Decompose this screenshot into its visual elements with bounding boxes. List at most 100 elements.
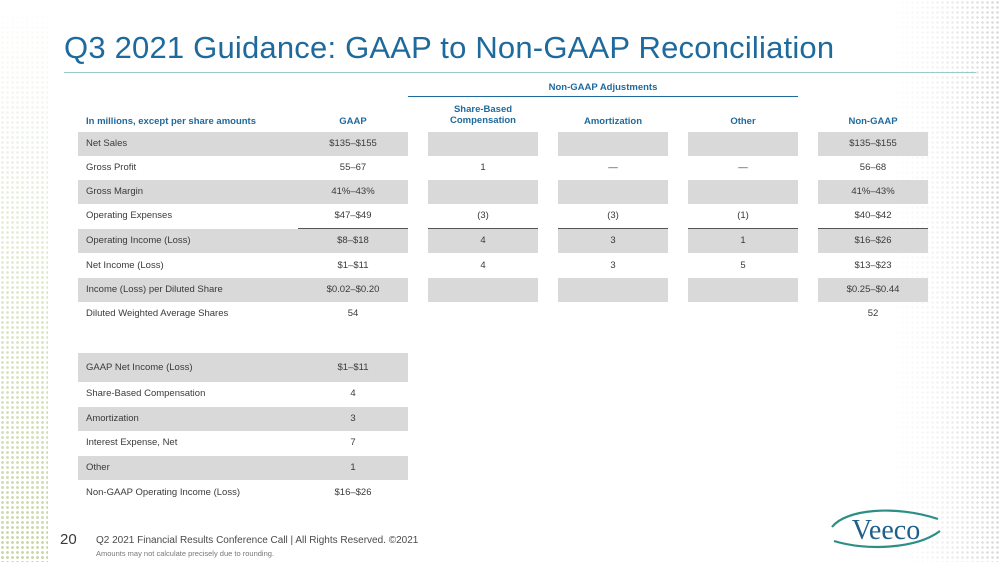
row-label: Net Sales: [86, 138, 128, 149]
row-label: Operating Income (Loss): [86, 235, 191, 246]
column-header-non-gaap: Non-GAAP: [848, 116, 898, 127]
cell-gaap: $1–$11: [337, 260, 369, 271]
row-shading: [78, 278, 408, 302]
reconciliation-label: GAAP Net Income (Loss): [86, 362, 193, 373]
cell-sbc: [428, 302, 538, 326]
row-shading: [818, 278, 928, 302]
cell-gaap: 54: [347, 308, 359, 319]
cell-other: [688, 132, 798, 156]
subtotal-rule: [818, 228, 928, 229]
cell-sbc: (3): [477, 210, 489, 221]
row-shading: [78, 229, 408, 253]
cell-amort: [558, 302, 668, 326]
row-shading: [428, 132, 538, 156]
logo-swoosh-top: [831, 509, 939, 528]
title-divider: [64, 72, 976, 73]
row-label: Gross Margin: [86, 186, 144, 197]
row-label: Income (Loss) per Diluted Share: [86, 284, 223, 295]
cell-gaap: $47–$49: [334, 210, 372, 221]
reconciliation-value: $1–$11: [337, 362, 369, 373]
column-header-label: In millions, except per share amounts: [86, 116, 256, 127]
row-label: Net Income (Loss): [86, 260, 164, 271]
row-shading: [558, 229, 668, 253]
row-shading: [78, 456, 408, 480]
reconciliation-value: 4: [350, 388, 356, 399]
column-header-gaap: GAAP: [339, 116, 367, 127]
row-label: Gross Profit: [86, 162, 137, 173]
column-header-sbc-line1: Share-Based: [453, 104, 513, 115]
row-shading: [688, 132, 798, 156]
reconciliation-value: 7: [350, 437, 356, 448]
cell-non-gaap: 52: [867, 308, 879, 319]
cell-amort: (3): [607, 210, 619, 221]
adjustments-header: Non-GAAP Adjustments: [548, 82, 658, 93]
row-shading: [688, 278, 798, 302]
subtotal-rule: [428, 228, 538, 229]
column-header-sbc: Share-Based Compensation: [428, 104, 538, 126]
row-shading: [428, 278, 538, 302]
cell-gaap: 55–67: [339, 162, 367, 173]
cell-gaap: $0.02–$0.20: [326, 284, 380, 295]
cell-other: 1: [740, 235, 746, 246]
cell-amort: 3: [610, 235, 616, 246]
reconciliation-label: Other: [86, 462, 110, 473]
row-shading: [428, 229, 538, 253]
left-dot-pattern: [0, 0, 48, 562]
cell-non-gaap: 41%–43%: [851, 186, 895, 197]
footer-note: Amounts may not calculate precisely due …: [96, 549, 275, 558]
page-number: 20: [60, 531, 77, 548]
cell-sbc: 4: [480, 235, 486, 246]
subtotal-rule: [298, 228, 408, 229]
veeco-logo: Veeco: [831, 509, 941, 549]
row-shading: [78, 180, 408, 204]
reconciliation-value: 3: [350, 413, 356, 424]
footer-text: Q2 2021 Financial Results Conference Cal…: [96, 535, 419, 546]
cell-gaap: 41%–43%: [331, 186, 375, 197]
cell-sbc: [428, 132, 538, 156]
reconciliation-label: Interest Expense, Net: [86, 437, 178, 448]
reconciliation-label: Share-Based Compensation: [86, 388, 206, 399]
cell-non-gaap: $40–$42: [854, 210, 892, 221]
cell-non-gaap: $0.25–$0.44: [846, 284, 900, 295]
reconciliation-label: Amortization: [86, 413, 139, 424]
subtotal-rule: [688, 228, 798, 229]
cell-sbc: [428, 180, 538, 204]
row-label: Diluted Weighted Average Shares: [86, 308, 229, 319]
cell-sbc: 1: [480, 162, 486, 173]
cell-amort: —: [608, 162, 618, 173]
cell-non-gaap: $135–$155: [849, 138, 897, 149]
row-shading: [818, 180, 928, 204]
adjustments-rule: [408, 96, 798, 97]
column-header-amortization: Amortization: [583, 116, 643, 127]
cell-sbc: [428, 278, 538, 302]
cell-amort: [558, 278, 668, 302]
cell-other: [688, 278, 798, 302]
cell-amort: [558, 180, 668, 204]
row-shading: [688, 229, 798, 253]
cell-gaap: $8–$18: [337, 235, 369, 246]
cell-amort: [558, 132, 668, 156]
cell-other: [688, 302, 798, 326]
row-shading: [78, 407, 408, 431]
cell-gaap: $135–$155: [329, 138, 377, 149]
row-shading: [558, 132, 668, 156]
column-header-sbc-line2: Compensation: [450, 115, 516, 126]
row-shading: [688, 180, 798, 204]
cell-other: 5: [740, 260, 746, 271]
row-shading: [78, 353, 408, 382]
reconciliation-label: Non-GAAP Operating Income (Loss): [86, 487, 241, 498]
row-shading: [558, 278, 668, 302]
cell-other: (1): [737, 210, 749, 221]
cell-amort: 3: [610, 260, 616, 271]
row-label: Operating Expenses: [86, 210, 173, 221]
cell-other: [688, 180, 798, 204]
row-shading: [558, 180, 668, 204]
column-header-other: Other: [730, 116, 756, 127]
cell-other: —: [738, 162, 748, 173]
cell-sbc: 4: [480, 260, 486, 271]
row-shading: [428, 180, 538, 204]
row-shading: [818, 229, 928, 253]
cell-non-gaap: $13–$23: [854, 260, 892, 271]
logo-swoosh-bottom: [833, 530, 941, 549]
row-shading: [78, 132, 408, 156]
